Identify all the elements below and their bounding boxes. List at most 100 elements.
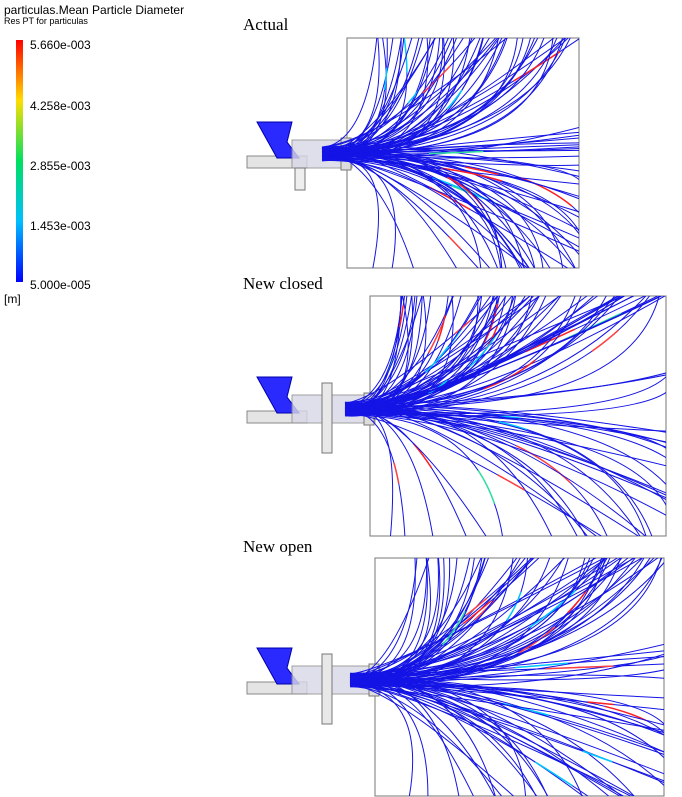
particle-track-segment — [321, 38, 408, 152]
colorbar-label: 5.660e-003 — [30, 38, 91, 52]
particle-track — [321, 38, 476, 149]
particle-track-segment — [321, 158, 503, 268]
particle-track — [349, 680, 664, 782]
particle-track — [344, 410, 647, 536]
particle-track — [321, 158, 579, 256]
particle-track — [321, 158, 457, 268]
particle-track — [349, 558, 662, 678]
particle-track — [344, 296, 622, 413]
particle-track — [321, 146, 503, 268]
particle-track — [344, 409, 406, 536]
particle-track — [344, 413, 666, 507]
tracks — [344, 296, 666, 536]
particle-track — [321, 38, 545, 151]
particle-track — [344, 296, 576, 415]
colorbar — [16, 40, 23, 282]
particle-track — [344, 372, 666, 412]
particle-track — [344, 407, 394, 536]
colorbar-label: 2.855e-003 — [30, 159, 91, 173]
particle-track — [321, 38, 408, 151]
particle-track — [349, 685, 664, 725]
particle-track-segment — [349, 680, 664, 782]
particle-track-segment — [349, 663, 664, 675]
particle-track — [344, 296, 620, 413]
particle-track — [344, 296, 454, 413]
particle-track — [344, 412, 666, 516]
particle-track — [344, 410, 641, 536]
particle-track — [349, 558, 643, 686]
particle-track-segment — [344, 413, 608, 536]
particle-track — [321, 38, 508, 148]
particle-track — [344, 391, 666, 417]
particle-track-segment — [344, 296, 406, 412]
particle-track — [349, 681, 414, 796]
particle-track — [321, 38, 471, 158]
particle-track — [321, 38, 449, 150]
tracks — [349, 558, 664, 796]
particle-track — [321, 159, 530, 268]
particle-track-segment — [344, 296, 494, 416]
particle-track — [349, 685, 537, 796]
particle-track — [349, 656, 664, 685]
panel-label: Actual — [243, 15, 289, 34]
particle-track-segment — [344, 296, 660, 412]
particle-track-segment — [321, 157, 480, 268]
particle-track — [321, 150, 579, 159]
particle-track-segment — [344, 296, 582, 405]
particle-track — [349, 561, 664, 686]
particle-track — [321, 158, 379, 268]
particle-track — [321, 38, 499, 160]
particle-track-segment — [344, 414, 504, 536]
particle-track — [321, 159, 502, 268]
particle-track — [349, 558, 605, 684]
particle-track — [344, 296, 480, 407]
panel — [246, 557, 665, 797]
particle-track — [349, 558, 566, 686]
panel-label: New closed — [243, 274, 323, 293]
particle-track — [344, 413, 666, 449]
particle-track — [349, 650, 664, 678]
flange — [321, 653, 333, 725]
particle-track — [321, 38, 555, 158]
particle-track — [344, 296, 423, 406]
particle-track — [344, 403, 640, 536]
colorbar-label: 1.453e-003 — [30, 219, 91, 233]
particle-track — [321, 38, 506, 150]
particle-track — [321, 38, 378, 149]
particle-track — [321, 38, 455, 161]
particle-track — [321, 38, 440, 149]
particle-track-segment — [349, 683, 590, 796]
colorbar-label: 5.000e-005 — [30, 278, 91, 292]
panel-label: New open — [243, 537, 313, 556]
particle-track — [321, 157, 479, 268]
particle-track-segment — [344, 408, 406, 536]
particle-track — [349, 681, 664, 734]
particle-track-segment — [321, 152, 579, 214]
particle-track — [321, 38, 420, 157]
legend-subtitle: Res PT for particulas — [4, 16, 88, 26]
particle-track — [321, 38, 569, 151]
particle-track — [321, 160, 526, 268]
particle-track — [321, 150, 521, 268]
particle-track — [321, 38, 539, 151]
particle-track — [349, 674, 664, 755]
particle-track-segment — [344, 296, 500, 417]
panel — [246, 37, 580, 269]
particle-track — [321, 38, 444, 150]
particle-track — [321, 146, 579, 156]
particle-track — [321, 38, 497, 157]
particle-track — [344, 404, 597, 536]
legend-title: particulas.Mean Particle Diameter — [4, 3, 184, 17]
particle-track — [349, 680, 664, 736]
particle-track — [344, 296, 531, 408]
particle-track-segment — [321, 38, 579, 154]
stub — [294, 167, 306, 191]
particle-track-segment — [344, 296, 449, 406]
particle-track — [349, 681, 549, 796]
particle-track — [321, 38, 405, 149]
particle-track — [344, 403, 487, 536]
particle-track — [344, 415, 503, 536]
panel — [246, 295, 667, 537]
